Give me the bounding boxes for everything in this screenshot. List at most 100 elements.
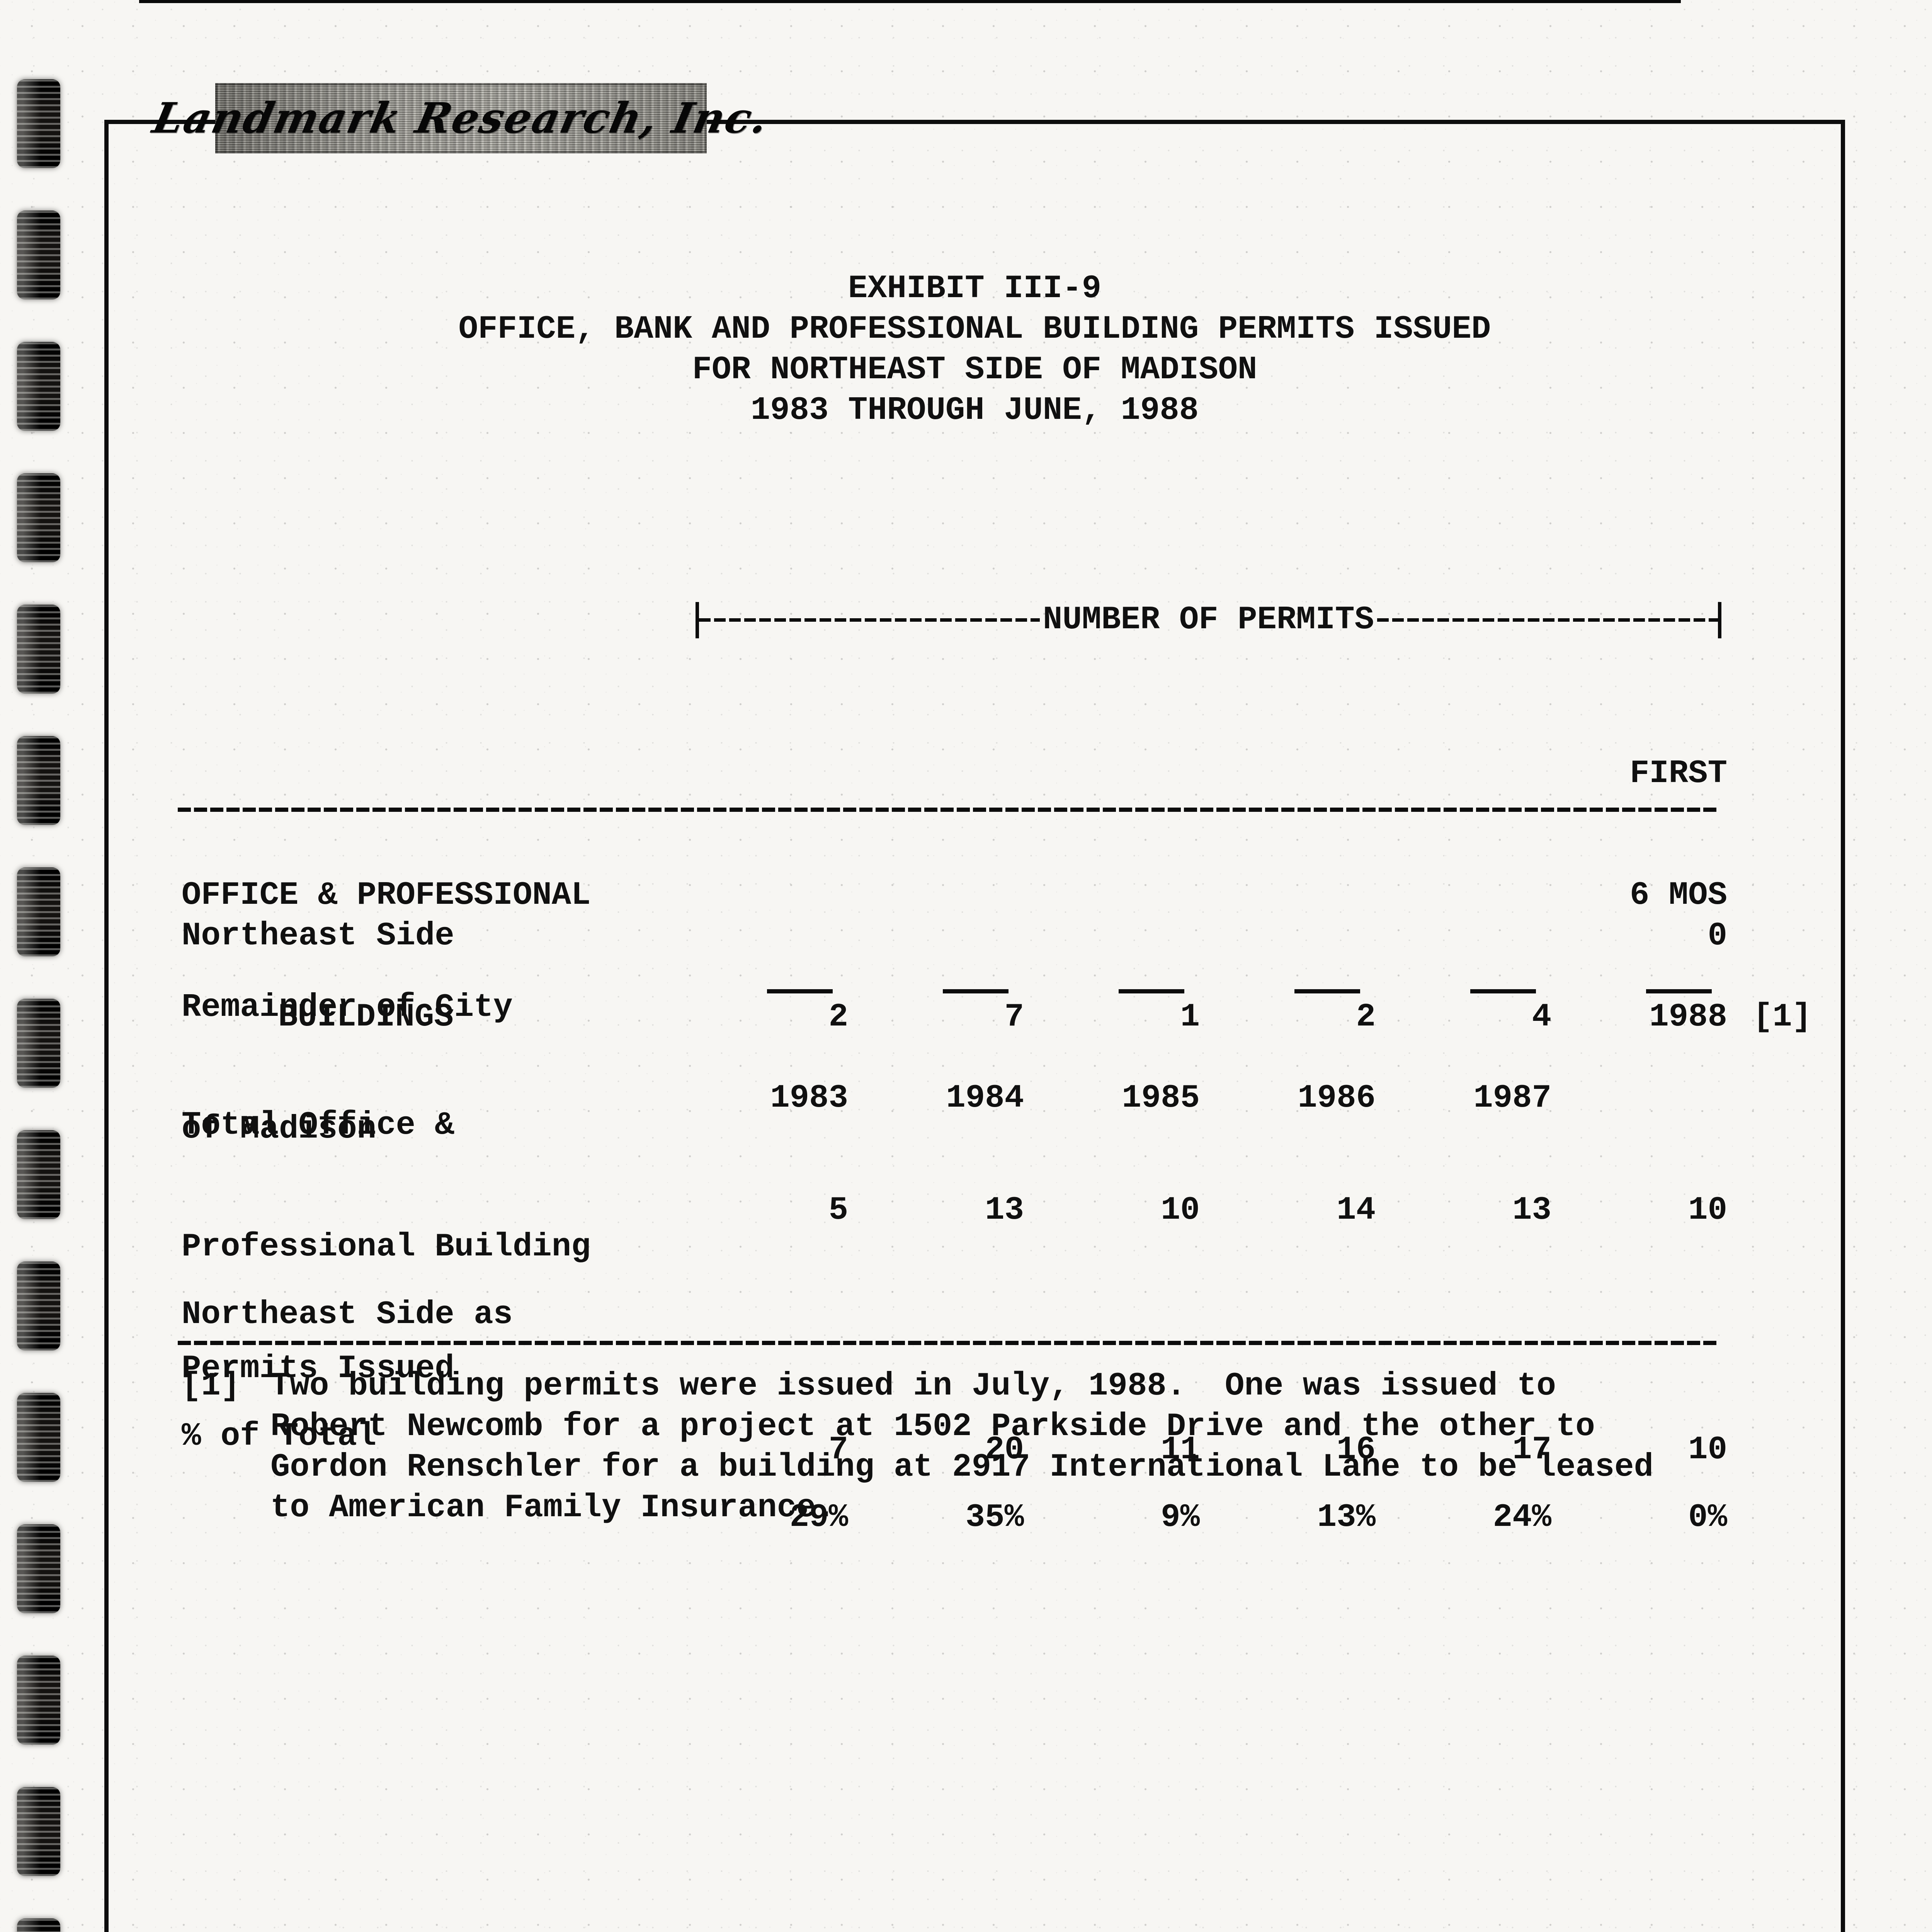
pipe-glyph	[696, 602, 699, 638]
footnote-line: Two building permits were issued in July…	[270, 1368, 1556, 1405]
cell-value: 1	[1180, 999, 1200, 1036]
underline-bar	[943, 989, 1009, 993]
underline-bar	[1646, 989, 1712, 993]
value-underline	[678, 989, 854, 993]
underline-bar	[1294, 989, 1360, 993]
year-column-header: 1987	[1473, 1080, 1551, 1117]
value-underline	[854, 989, 1030, 993]
cell-value: 13%	[1317, 1499, 1376, 1536]
value-underline	[1557, 989, 1733, 993]
binding-hole	[17, 1787, 60, 1876]
binding-hole	[17, 1262, 60, 1350]
stub-column-header: OFFICE & PROFESSIONAL BUILDINGS	[182, 794, 678, 1119]
stub-header-line-2: BUILDINGS	[278, 999, 454, 1036]
scanner-top-edge-artifact	[139, 0, 1681, 3]
value-underline	[1030, 989, 1206, 993]
row-label: Total Office & Professional Building Per…	[182, 1024, 678, 1470]
cell-value: 17	[1512, 1432, 1551, 1468]
stub-header-line-1: OFFICE & PROFESSIONAL	[182, 877, 591, 914]
footnote-divider-rule	[178, 1341, 1718, 1345]
underline-bar	[1470, 989, 1536, 993]
cell-value: 0%	[1688, 1499, 1727, 1536]
footnote-text: Two building permits were issued in July…	[270, 1366, 1653, 1528]
header-divider-rule	[178, 808, 1718, 812]
binding-hole	[17, 1524, 60, 1613]
cell-value: 11	[1161, 1432, 1200, 1468]
cell-value: 9%	[1161, 1499, 1200, 1536]
row-label: Northeast Side as % of Total	[182, 1213, 678, 1538]
cell-value: 2	[1356, 999, 1376, 1036]
number-of-permits-span-header: NUMBER OF PERMITS	[696, 600, 1722, 640]
exhibit-title-line-2: OFFICE, BANK AND PROFESSIONAL BUILDING P…	[458, 311, 1491, 348]
span-header-label: NUMBER OF PERMITS	[1043, 602, 1374, 638]
footnote-marker: [1]	[182, 1368, 240, 1405]
exhibit-title-line-3: FOR NORTHEAST SIDE OF MADISON	[692, 352, 1257, 388]
first-6-mos-line-1: FIRST	[1629, 755, 1727, 792]
footnote-reference: [1]	[1753, 999, 1812, 1036]
first-6-mos-year: 1988	[1649, 999, 1727, 1036]
logo-script-text: Landmark Research, Inc.	[148, 94, 774, 143]
table-row-percent-of-total: Northeast Side as % of Total 29% 35% 9% …	[182, 1213, 1733, 1538]
row-label-line: Northeast Side as	[182, 1296, 513, 1333]
page-border-frame	[104, 120, 1845, 1932]
table-row-northeast-side: Northeast Side 2 7 1 2 4 0 [1]	[182, 835, 1812, 1037]
footnote-line: to American Family Insurance.	[270, 1490, 835, 1526]
row-label-line: Total Office &	[182, 1107, 454, 1144]
cell-value: 5	[828, 1192, 848, 1229]
exhibit-title-line-1: EXHIBIT III-9	[848, 270, 1102, 307]
exhibit-title-line-4: 1983 THROUGH JUNE, 1988	[750, 392, 1199, 429]
cell-value: 20	[985, 1432, 1024, 1468]
row-label-line: of Madison	[182, 1111, 377, 1148]
value-underline	[1381, 989, 1557, 993]
column-sum-underline-row	[182, 989, 1733, 993]
cell-value: 10	[1161, 1192, 1200, 1229]
value-underline	[1206, 989, 1381, 993]
footnote-line: Robert Newcomb for a project at 1502 Par…	[270, 1408, 1595, 1445]
cell-value: 13	[1512, 1192, 1551, 1229]
cell-value: 10	[1688, 1192, 1727, 1229]
table-column-header-row: OFFICE & PROFESSIONAL BUILDINGS 1983 198…	[182, 672, 1733, 1119]
binding-hole	[17, 342, 60, 431]
binding-hole	[17, 1918, 60, 1932]
underline-bar	[1119, 989, 1184, 993]
cell-value: 13	[985, 1192, 1024, 1229]
binding-hole	[17, 605, 60, 694]
cell-value-text: 0	[1708, 918, 1727, 954]
binding-hole	[17, 211, 60, 299]
exhibit-title-block: EXHIBIT III-9 OFFICE, BANK AND PROFESSIO…	[104, 269, 1845, 431]
binding-hole	[17, 999, 60, 1088]
year-column-header: 1986	[1298, 1080, 1376, 1117]
dash-run	[1377, 618, 1718, 622]
row-label-line: Northeast Side	[182, 918, 454, 954]
cell-value: 29%	[789, 1499, 848, 1536]
binding-hole	[17, 1656, 60, 1745]
year-column-header: 1985	[1122, 1080, 1200, 1117]
cell-value: 7	[828, 1432, 848, 1468]
cell-value: 35%	[965, 1499, 1024, 1536]
first-6-mos-line-2: 6 MOS	[1629, 877, 1727, 914]
table-row-remainder-of-city: Remainder of City of Madison 5 13 10 14 …	[182, 906, 1733, 1231]
table-row-total-permits: Total Office & Professional Building Per…	[182, 1024, 1733, 1470]
cell-value: 16	[1337, 1432, 1376, 1468]
year-column-header: 1984	[946, 1080, 1024, 1117]
year-column-header: 1983	[770, 1080, 848, 1117]
binding-hole	[17, 867, 60, 956]
cell-value: 14	[1337, 1192, 1376, 1229]
row-label-line: Professional Building	[182, 1229, 591, 1265]
row-label-line: % of Total	[182, 1418, 377, 1455]
cell-value: 10	[1688, 1432, 1727, 1468]
cell-value: 0 [1]	[1557, 875, 1812, 1037]
cell-value: 4	[1532, 999, 1551, 1036]
year-column-header-first-6-mos: FIRST 6 MOS 1988	[1557, 672, 1733, 1119]
row-label: Northeast Side	[182, 835, 678, 1037]
underline-bar	[767, 989, 833, 993]
binding-hole	[17, 1393, 60, 1482]
binding-hole	[17, 1130, 60, 1219]
landmark-research-logo: Landmark Research, Inc.	[149, 83, 773, 153]
binding-hole	[17, 79, 60, 168]
row-label: Remainder of City of Madison	[182, 906, 678, 1231]
dash-run	[699, 618, 1040, 622]
footnote-line: Gordon Renschler for a building at 2917 …	[270, 1449, 1653, 1486]
pipe-glyph	[1718, 602, 1722, 638]
